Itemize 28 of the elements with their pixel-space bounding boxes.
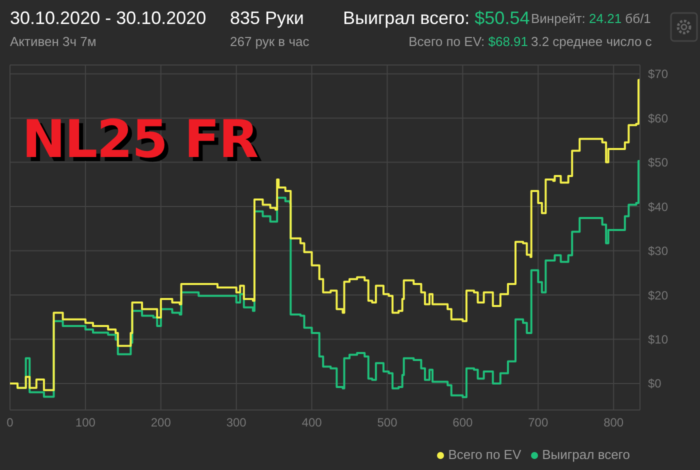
text: Винрейт: 24.21 бб/1 bbox=[531, 11, 651, 26]
text: 267 рук в час bbox=[230, 34, 310, 49]
text: 3.2 среднее число с bbox=[531, 34, 652, 49]
y-tick-label: $50 bbox=[648, 156, 668, 170]
text: Активен 3ч 7м bbox=[10, 34, 96, 49]
x-tick-label: 800 bbox=[604, 416, 624, 430]
x-tick-label: 100 bbox=[75, 416, 96, 430]
x-tick-label: 600 bbox=[452, 416, 474, 430]
y-tick-label: $30 bbox=[648, 244, 668, 258]
x-tick-label: 700 bbox=[528, 416, 548, 430]
y-tick-label: $70 bbox=[648, 67, 668, 82]
y-tick-label: $60 bbox=[648, 111, 668, 126]
y-tick-label: $10 bbox=[648, 332, 668, 346]
text: NL25 FR bbox=[22, 110, 258, 170]
y-tick-label: $0 bbox=[648, 376, 662, 391]
text: Всего по EV: $68.91 bbox=[408, 34, 528, 49]
x-tick-label: 300 bbox=[226, 416, 247, 430]
text: 30.10.2020 - 30.10.2020 bbox=[10, 8, 206, 29]
x-tick-label: 400 bbox=[302, 416, 322, 430]
text: Выиграл всего: $50.54 bbox=[343, 8, 530, 29]
text: 835 Руки bbox=[230, 8, 304, 29]
x-tick-label: 500 bbox=[377, 416, 398, 430]
y-tick-label: $40 bbox=[648, 200, 668, 214]
y-tick-label: $20 bbox=[648, 288, 668, 302]
legend-label: Всего по EV bbox=[448, 447, 522, 462]
legend-label: Выиграл всего bbox=[542, 447, 630, 462]
x-tick-label: 200 bbox=[150, 416, 172, 430]
x-tick-label: 0 bbox=[6, 416, 14, 430]
